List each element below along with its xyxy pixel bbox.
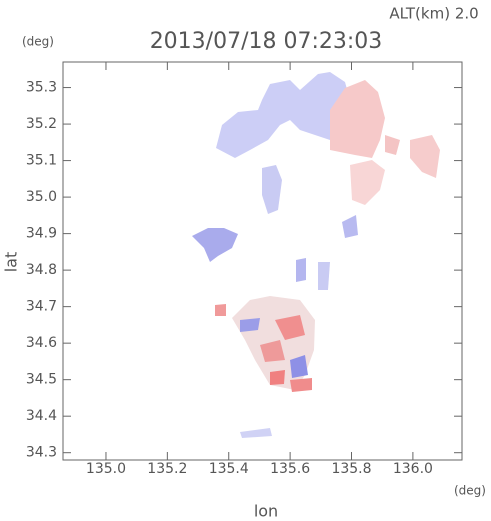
y-tick-label: 34.6 — [26, 335, 57, 351]
radar-echoes — [192, 72, 440, 438]
x-tick-label: 135.6 — [270, 461, 310, 477]
x-unit: (deg) — [454, 484, 486, 498]
subtitle: ALT(km) 2.0 — [389, 5, 478, 23]
y-tick-label: 35.1 — [26, 153, 57, 169]
x-axis-label: lon — [254, 502, 278, 521]
x-tick-label: 135.2 — [147, 461, 187, 477]
y-tick-label: 34.4 — [26, 408, 57, 424]
y-axis-label: lat — [2, 252, 21, 273]
y-tick-label: 34.9 — [26, 226, 57, 242]
y-tick-label: 35.0 — [26, 189, 57, 205]
y-tick-label: 35.2 — [26, 116, 57, 132]
y-tick-label: 34.5 — [26, 372, 57, 388]
x-tick-label: 135.0 — [86, 461, 126, 477]
plot-frame — [62, 61, 463, 461]
chart-title: 2013/07/18 07:23:03 — [150, 29, 383, 54]
y-tick-label: 34.7 — [26, 299, 57, 315]
y-unit: (deg) — [22, 35, 54, 49]
y-tick-label: 34.3 — [26, 445, 57, 461]
y-tick-label: 35.3 — [26, 80, 57, 96]
x-tick-label: 135.8 — [331, 461, 371, 477]
x-tick-label: 135.4 — [209, 461, 249, 477]
x-tick-label: 136.0 — [393, 461, 433, 477]
y-tick-label: 34.8 — [26, 262, 57, 278]
